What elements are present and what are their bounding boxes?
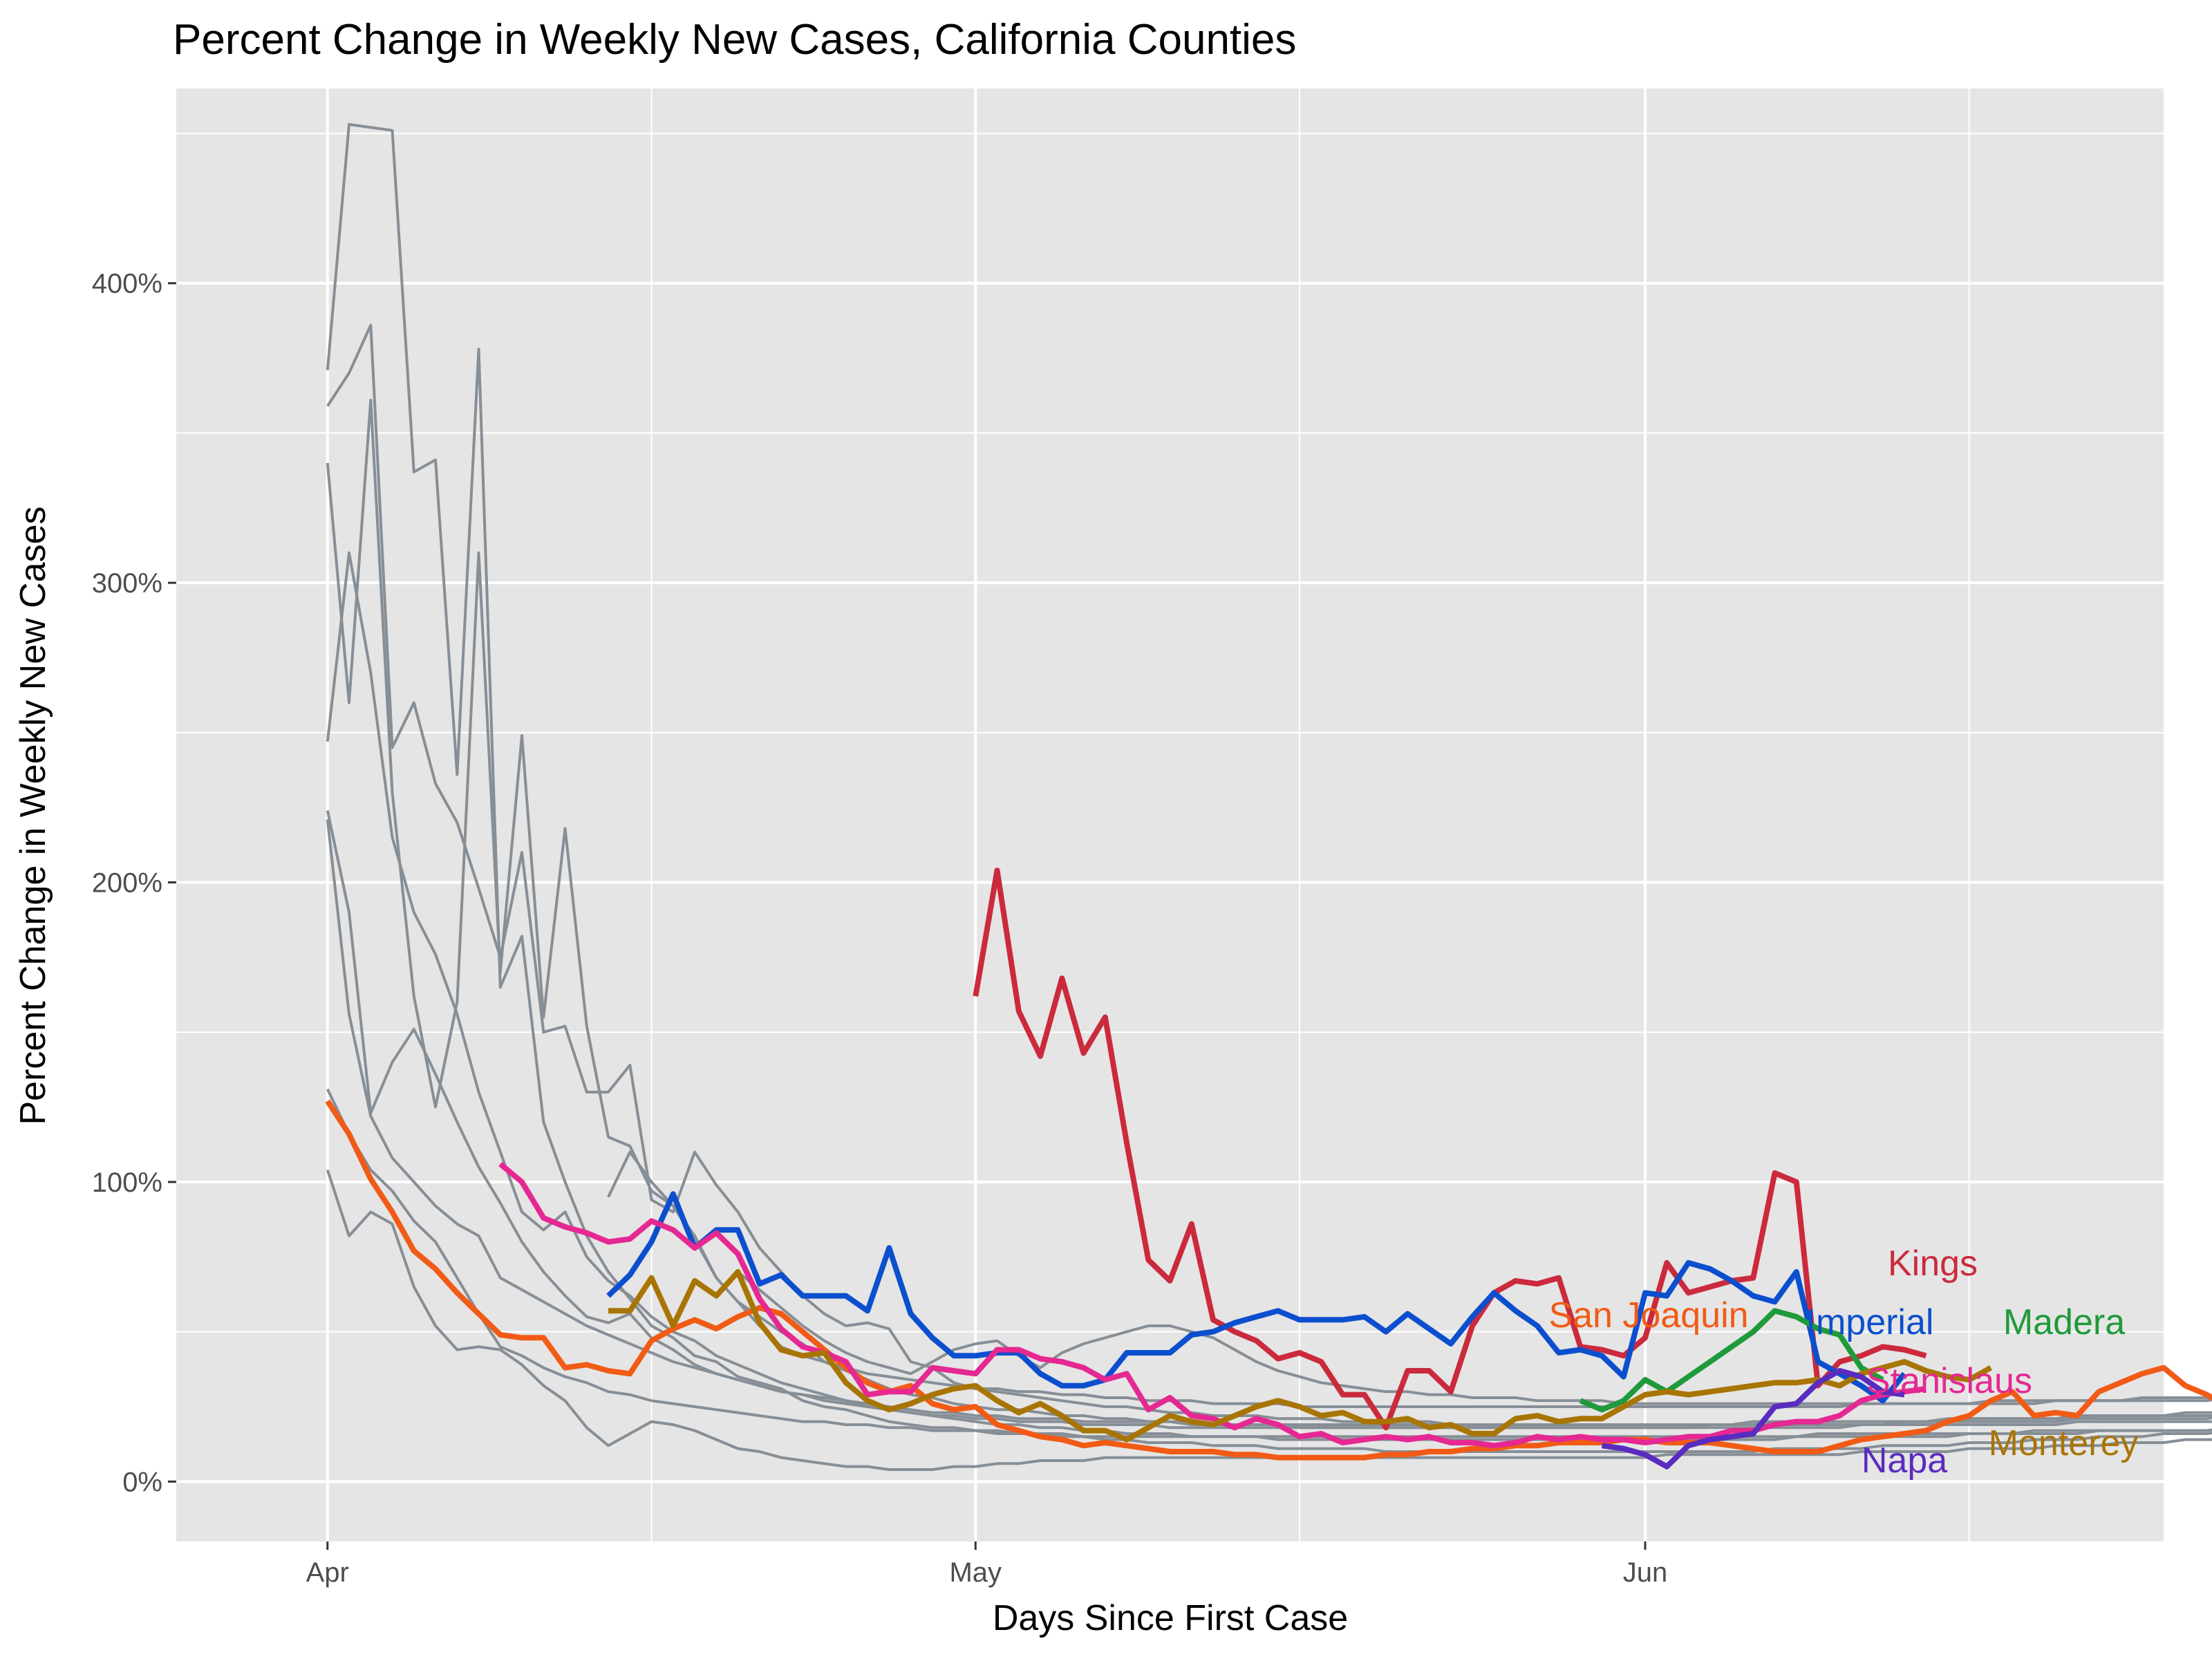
- county-labels: Kings Imperial Madera San Joaquin Stanislaus…: [1548, 1244, 2138, 1481]
- y-tick-label: 100%: [92, 1168, 162, 1198]
- series-label-stanislaus: Stanislaus: [1866, 1361, 2032, 1401]
- y-tick-label: 400%: [92, 269, 162, 299]
- series-line-madera: [1579, 1308, 1884, 1413]
- series-line-kings: [973, 868, 1927, 1431]
- series-line-stanislaus: [498, 1161, 1927, 1449]
- series-label-napa: Napa: [1862, 1441, 1947, 1481]
- y-tick-label: 300%: [92, 568, 162, 599]
- other-county-line: [326, 1088, 2212, 1438]
- x-tick-label: May: [949, 1557, 1002, 1588]
- plot-panel: [176, 88, 2164, 1541]
- series-line-napa: [1601, 1368, 1905, 1470]
- other-county-line: [326, 551, 2212, 1441]
- x-tick-label: Apr: [306, 1557, 349, 1588]
- y-axis-title: Percent Change in Weekly New Cases: [13, 506, 53, 1125]
- x-tick-label: Jun: [1623, 1557, 1668, 1588]
- series-label-monterey: Monterey: [1989, 1423, 2139, 1463]
- x-axis-title: Days Since First Case: [993, 1598, 1348, 1638]
- y-tick-label: 200%: [92, 868, 162, 899]
- series-label-kings: Kings: [1888, 1244, 1978, 1284]
- other-county-line: [326, 123, 2212, 1453]
- y-axis-ticks: 0% 100% 200% 300% 400%: [92, 269, 176, 1497]
- highlighted-county-lines: [325, 868, 2212, 1470]
- series-line-san-joaquin: [325, 1099, 2212, 1461]
- other-county-line: [737, 1271, 2212, 1405]
- series-line-monterey: [608, 1268, 1992, 1443]
- series-label-imperial: Imperial: [1806, 1302, 1934, 1342]
- other-county-line: [326, 398, 2212, 1430]
- other-counties-lines: [326, 123, 2212, 1471]
- series-label-madera: Madera: [2003, 1302, 2125, 1342]
- series-line-imperial: [606, 1191, 1907, 1404]
- x-axis-ticks: Apr May Jun: [306, 1541, 1668, 1588]
- y-tick-label: 0%: [122, 1467, 162, 1497]
- series-label-san-joaquin: San Joaquin: [1548, 1295, 1748, 1335]
- chart-title: Percent Change in Weekly New Cases, Cali…: [173, 16, 1296, 64]
